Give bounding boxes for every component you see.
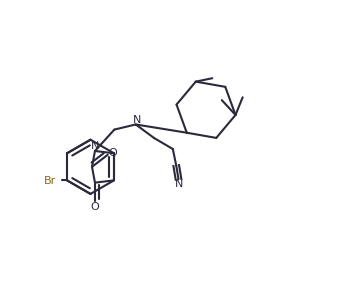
Text: N: N xyxy=(132,115,141,125)
Text: N: N xyxy=(175,179,183,189)
Text: Br: Br xyxy=(44,176,56,186)
Text: O: O xyxy=(91,202,99,212)
Text: O: O xyxy=(109,148,117,158)
Text: N: N xyxy=(91,141,99,151)
